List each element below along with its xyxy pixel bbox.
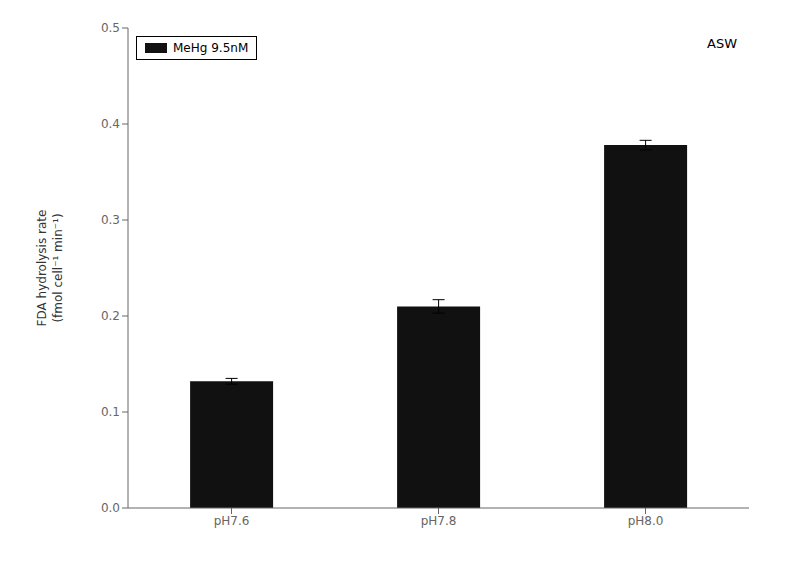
svg-text:pH7.6: pH7.6	[214, 514, 250, 528]
svg-text:0.5: 0.5	[101, 21, 120, 35]
svg-text:0.0: 0.0	[101, 501, 120, 515]
svg-text:FDA hydrolysis rate(fmol cell⁻: FDA hydrolysis rate(fmol cell⁻¹ min⁻¹)	[35, 210, 65, 327]
svg-text:0.3: 0.3	[101, 213, 120, 227]
html-text:ASW: ASW	[707, 36, 737, 51]
svg-text:0.4: 0.4	[101, 117, 120, 131]
svg-text:pH8.0: pH8.0	[628, 514, 664, 528]
svg-text:0.2: 0.2	[101, 309, 120, 323]
html-text:MeHg 9.5nM: MeHg 9.5nM	[173, 41, 249, 55]
svg-text:pH7.8: pH7.8	[421, 514, 457, 528]
svg-text:0.1: 0.1	[101, 405, 120, 419]
